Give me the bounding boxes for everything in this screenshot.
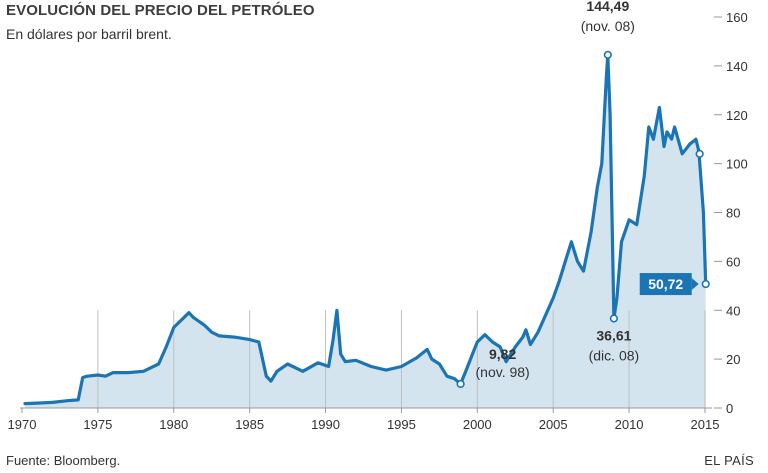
annotation-date: (nov. 98): [476, 364, 530, 380]
y-tick-label-160: 160: [726, 10, 748, 25]
y-tick-label-100: 100: [726, 157, 748, 172]
x-tick-label-2000: 2000: [463, 417, 492, 432]
annotation-value: 144,49: [586, 0, 629, 14]
annotation-value: 36,61: [596, 328, 631, 344]
annotation-marker: [603, 50, 612, 60]
annotation-date: (nov. 08): [581, 18, 635, 34]
y-tick-label-40: 40: [726, 303, 740, 318]
x-tick-label-2005: 2005: [539, 417, 568, 432]
x-tick-label-2010: 2010: [615, 417, 644, 432]
y-tick-label-0: 0: [726, 401, 733, 416]
x-tick-label-1990: 1990: [311, 417, 340, 432]
annotation-marker: [456, 379, 465, 389]
x-tick-label-1975: 1975: [83, 417, 112, 432]
latest-value-pointer: [691, 278, 699, 291]
y-tick-label-80: 80: [726, 206, 740, 221]
annotation-date: (dic. 08): [589, 348, 640, 364]
chart-title: EVOLUCIÓN DEL PRECIO DEL PETRÓLEO: [6, 2, 315, 19]
latest-value-label: 50,72: [648, 276, 683, 292]
chart-subtitle: En dólares por barril brent.: [6, 26, 172, 42]
y-tick-label-20: 20: [726, 352, 740, 367]
x-tick-label-1980: 1980: [159, 417, 188, 432]
annotation-marker: [609, 314, 619, 323]
annotation-marker: [695, 149, 704, 158]
y-tick-label-120: 120: [726, 108, 748, 123]
y-tick-label-140: 140: [726, 59, 748, 74]
latest-value-box: [639, 273, 692, 296]
x-tick-label-1995: 1995: [387, 417, 416, 432]
source-note: Fuente: Bloomberg.: [6, 453, 121, 468]
y-tick-label-60: 60: [726, 254, 740, 269]
latest-value-marker: [701, 279, 710, 289]
x-tick-label-1970: 1970: [8, 417, 37, 432]
x-tick-label-1985: 1985: [235, 417, 264, 432]
x-tick-label-2015: 2015: [691, 417, 720, 432]
brand-logo: EL PAÍS: [704, 453, 754, 468]
annotation-value: 9,82: [489, 346, 516, 362]
